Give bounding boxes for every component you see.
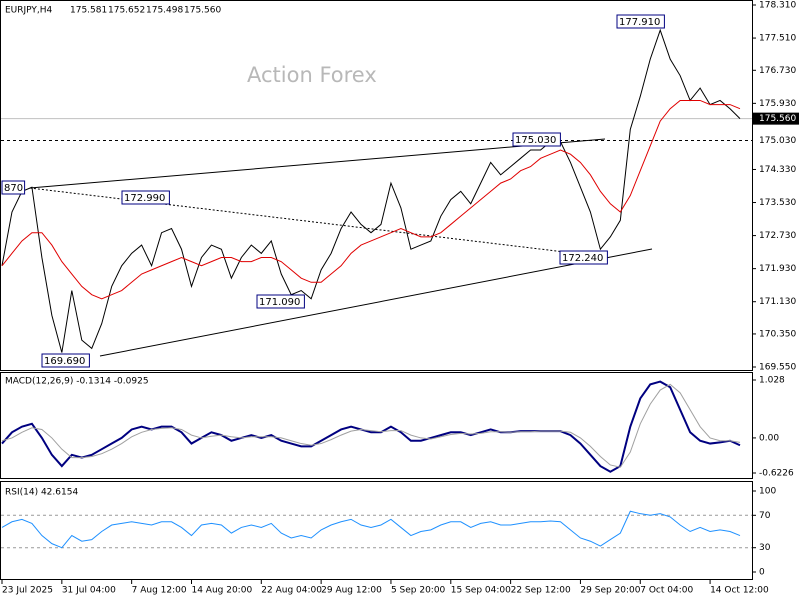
- symbol: EURJPY,H4: [5, 6, 53, 16]
- annotation-label: 171.090: [259, 297, 300, 308]
- y-tick-label: 173.530: [759, 198, 796, 208]
- rsi-panel: [0, 481, 753, 580]
- macd-panel: [0, 372, 753, 479]
- y-tick-label: 176.730: [759, 66, 796, 76]
- x-tick-label: 14 Aug 20:00: [191, 586, 252, 596]
- x-tick-label: 14 Oct 12:00: [710, 586, 769, 596]
- x-tick-label: 31 Jul 04:00: [62, 586, 116, 596]
- y-tick-label: -0.6226: [759, 469, 794, 479]
- y-tick-label: 178.310: [759, 1, 796, 11]
- macd-line-0: [1, 380, 741, 473]
- y-tick-label: 100: [759, 487, 776, 497]
- trendline-upper: [29, 138, 606, 189]
- annotation-box: [41, 353, 90, 368]
- main-panel: [0, 0, 753, 371]
- trendline-dotted: [29, 187, 591, 256]
- annotation-box: [512, 132, 561, 147]
- annotation-box: [616, 14, 665, 29]
- x-tick-label: 22 Aug 04:00: [261, 586, 322, 596]
- y-tick-label: 169.550: [759, 363, 796, 373]
- y-tick-label: 175.930: [759, 99, 796, 109]
- x-tick-label: 7 Aug 12:00: [132, 586, 187, 596]
- annotation-label: 169.690: [44, 356, 85, 367]
- rsi-line: [1, 510, 741, 549]
- annotation-label: 172.240: [562, 253, 603, 264]
- annotation-label: 175.030: [515, 135, 556, 146]
- macd-title: MACD(12,26,9) -0.1314 -0.0925: [5, 377, 149, 387]
- x-tick-label: 5 Sep 20:00: [391, 586, 446, 596]
- y-tick-label: 0: [759, 568, 765, 578]
- level-label: 175.030: [759, 136, 796, 146]
- y-tick-label: 172.730: [759, 231, 796, 241]
- annotation-box: [559, 250, 608, 265]
- current-price-box: [753, 112, 799, 125]
- annotation-label: 177.910: [619, 17, 660, 28]
- y-tick-label: 171.930: [759, 264, 796, 274]
- annotation-label: 870: [4, 183, 23, 194]
- y-tick-label: 170.350: [759, 329, 796, 339]
- watermark: Action Forex: [247, 63, 377, 87]
- annotation-box: [256, 294, 305, 309]
- x-tick-label: 15 Sep 04:00: [451, 586, 511, 596]
- annotation-label: 172.990: [124, 193, 165, 204]
- ohlc-close: 175.560: [184, 6, 221, 16]
- annotation-box: [121, 190, 170, 205]
- ohlc-low: 175.498: [146, 6, 183, 16]
- annotation-box: [1, 180, 26, 195]
- macd-line-1: [1, 383, 741, 468]
- y-tick-label: 30: [759, 543, 771, 553]
- y-tick-label: 177.510: [759, 34, 796, 44]
- x-tick-label: 23 Jul 2025: [2, 586, 53, 596]
- price-line-1: [1, 99, 741, 300]
- y-tick-label: 0.00: [759, 433, 779, 443]
- x-tick-label: 22 Sep 12:00: [511, 586, 571, 596]
- rsi-title: RSI(14) 42.6154: [5, 488, 78, 498]
- trendline-lower: [99, 248, 653, 357]
- y-tick-label: 171.130: [759, 297, 796, 307]
- x-tick-label: 29 Aug 12:00: [321, 586, 382, 596]
- ohlc-high: 175.652: [108, 6, 145, 16]
- price-line-0: [1, 28, 741, 353]
- x-tick-label: 29 Sep 20:00: [580, 586, 640, 596]
- x-tick-label: 7 Oct 04:00: [640, 586, 693, 596]
- ohlc-open: 175.581: [70, 6, 107, 16]
- y-tick-label: 174.330: [759, 165, 796, 175]
- y-tick-label: 1.028: [759, 376, 785, 386]
- current-price-label: 175.560: [759, 114, 796, 124]
- y-tick-label: 70: [759, 511, 771, 521]
